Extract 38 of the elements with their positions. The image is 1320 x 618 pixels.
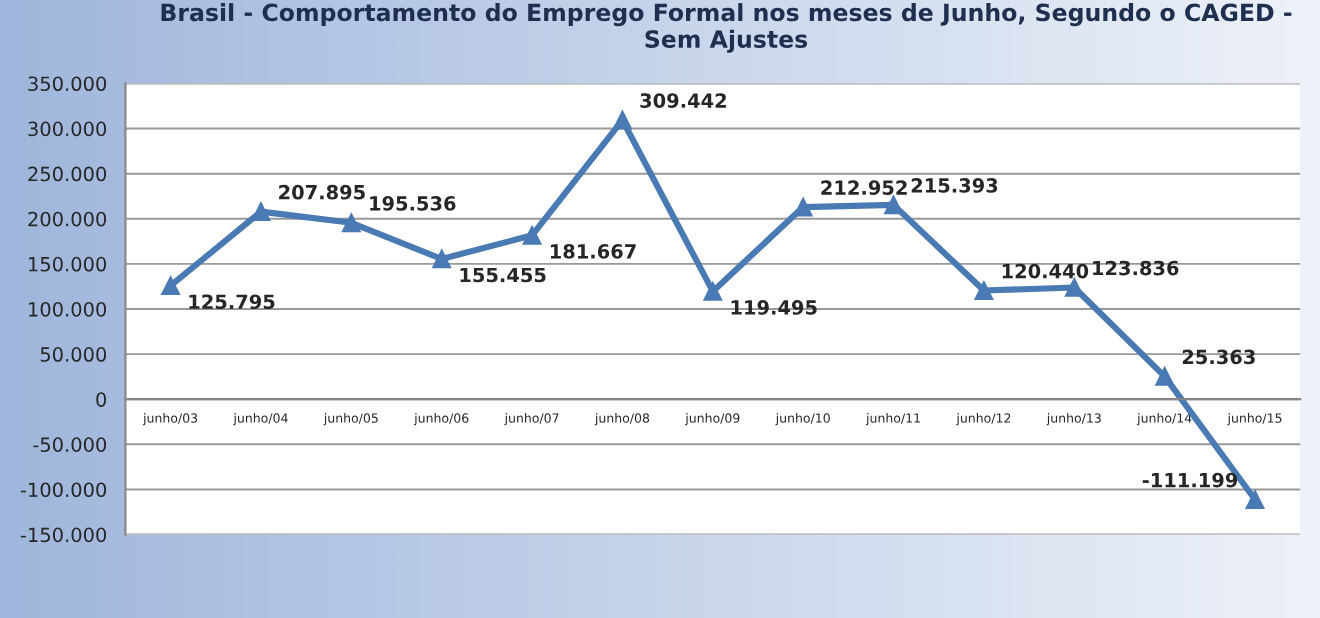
point: [1064, 278, 1084, 297]
point: [974, 281, 994, 300]
y-tick-label: 350.000: [28, 76, 107, 92]
point: [1155, 366, 1175, 386]
y-tick-label: 300.000: [28, 121, 107, 137]
point: [522, 225, 542, 245]
y-tick-label: -50.000: [33, 437, 107, 453]
data-label: 123.836: [1093, 260, 1179, 276]
point: [251, 202, 271, 222]
data-label: 215.393: [911, 178, 998, 193]
data-label: 309.442: [640, 93, 726, 108]
y-tick-label: 0: [96, 392, 107, 407]
y-tick-label: 50.000: [40, 347, 107, 362]
point: [161, 276, 180, 296]
point: [341, 213, 361, 233]
data-label: 120.440: [1002, 263, 1089, 279]
data-label: 155.455: [460, 267, 546, 283]
data-label: 25.363: [1182, 349, 1255, 365]
y-tick-label: 100.000: [29, 301, 107, 317]
y-tick-label: 250.000: [28, 166, 107, 182]
point: [703, 282, 723, 301]
point: [432, 249, 452, 269]
point: [884, 195, 903, 215]
y-tick-label: 150.000: [29, 256, 107, 272]
y-tick-label: -100.000: [20, 482, 107, 498]
data-label: -111.199: [1142, 472, 1238, 488]
point: [793, 197, 813, 217]
data-label: 212.952: [821, 180, 907, 195]
data-label: 195.536: [370, 195, 456, 211]
data-label: 207.895: [279, 184, 365, 200]
point: [613, 110, 632, 130]
y-tick-label: -150.000: [20, 527, 107, 543]
y-tick-label: 200.000: [28, 211, 107, 227]
data-label: 125.795: [189, 294, 275, 310]
data-label: 119.495: [731, 300, 817, 315]
point: [1245, 490, 1265, 509]
chart-title: Brasil - Comportamento do Emprego Formal nos meses de Junho, Segundo o CAGED - Sem Ajustes: [161, 3, 1292, 53]
data-label: 181.667: [550, 243, 636, 259]
